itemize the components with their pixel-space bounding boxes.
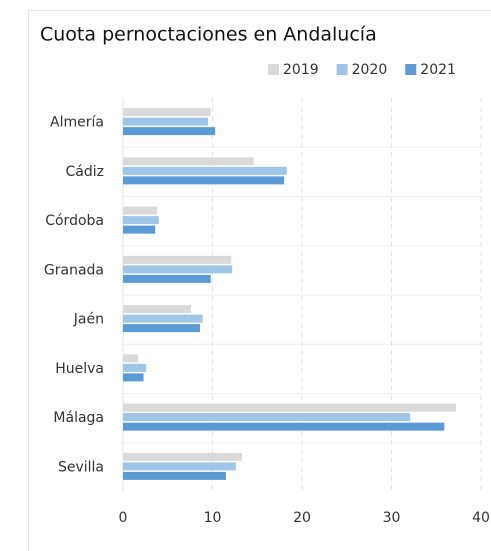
x-tick-label: 10 bbox=[204, 510, 222, 526]
bar bbox=[123, 354, 139, 363]
x-tick-label: 30 bbox=[383, 510, 401, 526]
bar bbox=[123, 108, 211, 117]
bar bbox=[123, 413, 411, 422]
bar bbox=[123, 373, 144, 382]
bar bbox=[123, 324, 200, 333]
bar bbox=[123, 117, 209, 126]
y-tick-label: Almería bbox=[50, 115, 104, 131]
legend-label: 2020 bbox=[352, 62, 388, 78]
bar bbox=[123, 176, 285, 185]
x-tick-label: 20 bbox=[293, 510, 311, 526]
legend-swatch bbox=[405, 64, 417, 75]
bar bbox=[123, 305, 192, 314]
y-tick-label: Huelva bbox=[55, 361, 104, 377]
y-tick-label: Málaga bbox=[53, 410, 104, 426]
y-tick-label: Jaén bbox=[73, 312, 104, 328]
bar bbox=[123, 225, 156, 234]
bar bbox=[123, 157, 254, 166]
x-tick-label: 40 bbox=[472, 510, 490, 526]
bar bbox=[123, 166, 287, 175]
bar bbox=[123, 206, 158, 215]
legend-label: 2021 bbox=[420, 62, 456, 78]
y-tick-label: Granada bbox=[44, 262, 104, 278]
y-tick-label: Córdoba bbox=[45, 213, 104, 229]
y-tick-label: Cádiz bbox=[66, 164, 104, 180]
bar bbox=[123, 422, 445, 431]
bar bbox=[123, 462, 236, 471]
bar bbox=[123, 314, 203, 323]
bar bbox=[123, 363, 147, 372]
x-tick-label: 0 bbox=[119, 510, 128, 526]
bar bbox=[123, 403, 456, 412]
y-tick-label: Sevilla bbox=[58, 459, 104, 475]
bar bbox=[123, 216, 159, 225]
card bbox=[28, 10, 491, 551]
bar bbox=[123, 471, 226, 480]
bar bbox=[123, 255, 232, 264]
bar bbox=[123, 452, 243, 461]
legend-label: 2019 bbox=[283, 62, 319, 78]
bar bbox=[123, 274, 211, 283]
legend-swatch bbox=[268, 64, 279, 75]
chart-title: Cuota pernoctaciones en Andalucía bbox=[40, 24, 377, 46]
bar bbox=[123, 265, 233, 274]
bar bbox=[123, 127, 216, 136]
legend-swatch bbox=[336, 64, 348, 75]
